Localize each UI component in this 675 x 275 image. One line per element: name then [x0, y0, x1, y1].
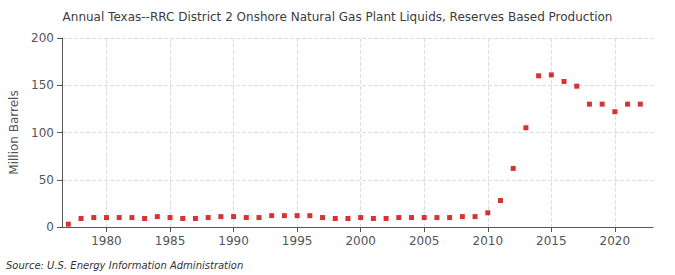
svg-text:Million Barrels: Million Barrels: [7, 90, 21, 174]
svg-text:2010: 2010: [473, 234, 504, 248]
svg-text:1985: 1985: [155, 234, 186, 248]
svg-text:200: 200: [31, 31, 54, 45]
svg-text:150: 150: [31, 78, 54, 92]
svg-text:1990: 1990: [218, 234, 249, 248]
svg-text:Annual Texas--RRC District 2 O: Annual Texas--RRC District 2 Onshore Nat…: [63, 10, 613, 24]
svg-text:50: 50: [39, 173, 54, 187]
svg-text:0: 0: [46, 220, 54, 234]
svg-text:2005: 2005: [409, 234, 440, 248]
svg-text:2000: 2000: [345, 234, 376, 248]
svg-text:100: 100: [31, 126, 54, 140]
svg-text:2020: 2020: [600, 234, 631, 248]
svg-text:1980: 1980: [91, 234, 122, 248]
svg-text:1995: 1995: [282, 234, 313, 248]
svg-text:Source: U.S. Energy Informatio: Source: U.S. Energy Information Administ…: [6, 260, 243, 271]
svg-text:2015: 2015: [536, 234, 567, 248]
